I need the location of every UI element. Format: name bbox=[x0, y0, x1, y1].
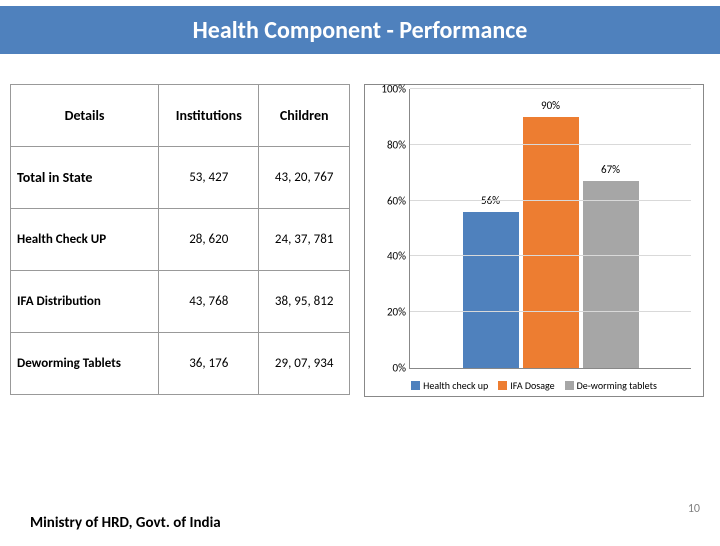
row-children: 29, 07, 934 bbox=[259, 333, 350, 395]
bar-fill bbox=[463, 212, 519, 368]
data-table: Details Institutions Children Total in S… bbox=[10, 84, 350, 395]
table-row: Deworming Tablets36, 17629, 07, 934 bbox=[11, 333, 350, 395]
bar: 67% bbox=[583, 181, 639, 368]
bar-label: 67% bbox=[601, 163, 620, 176]
bar-fill bbox=[583, 181, 639, 368]
ytick: 60% bbox=[372, 194, 406, 207]
gridline bbox=[410, 200, 691, 201]
ytick: 100% bbox=[372, 83, 406, 96]
row-label: IFA Distribution bbox=[11, 271, 159, 333]
col-institutions: Institutions bbox=[159, 85, 259, 147]
row-label: Total in State bbox=[11, 147, 159, 209]
gridline bbox=[410, 311, 691, 312]
col-details: Details bbox=[11, 85, 159, 147]
table-row: Health Check UP28, 62024, 37, 781 bbox=[11, 209, 350, 271]
footer-text: Ministry of HRD, Govt. of India bbox=[30, 514, 221, 532]
table-area: Details Institutions Children Total in S… bbox=[10, 84, 350, 397]
row-children: 43, 20, 767 bbox=[259, 147, 350, 209]
bar-fill bbox=[523, 117, 579, 368]
bar-label: 90% bbox=[541, 99, 560, 112]
ytick: 0% bbox=[372, 362, 406, 375]
row-institutions: 28, 620 bbox=[159, 209, 259, 271]
bar: 56% bbox=[463, 212, 519, 368]
legend-item: IFA Dosage bbox=[498, 379, 554, 392]
page-number: 10 bbox=[688, 502, 700, 516]
table-row: IFA Distribution43, 76838, 95, 812 bbox=[11, 271, 350, 333]
col-children: Children bbox=[259, 85, 350, 147]
row-institutions: 53, 427 bbox=[159, 147, 259, 209]
row-children: 38, 95, 812 bbox=[259, 271, 350, 333]
title-bar: Health Component - Performance bbox=[0, 6, 720, 54]
content: Details Institutions Children Total in S… bbox=[0, 84, 720, 397]
chart-area: 56%90%67% 0%20%40%60%80%100% Health chec… bbox=[364, 84, 704, 397]
gridline bbox=[410, 255, 691, 256]
ytick: 40% bbox=[372, 250, 406, 263]
row-children: 24, 37, 781 bbox=[259, 209, 350, 271]
legend-item: De-worming tablets bbox=[565, 379, 657, 392]
row-label: Health Check UP bbox=[11, 209, 159, 271]
row-institutions: 43, 768 bbox=[159, 271, 259, 333]
legend-swatch bbox=[411, 381, 420, 390]
row-institutions: 36, 176 bbox=[159, 333, 259, 395]
ytick: 80% bbox=[372, 138, 406, 151]
legend-label: Health check up bbox=[423, 379, 488, 392]
legend-label: IFA Dosage bbox=[510, 379, 554, 392]
chart-legend: Health check up IFA Dosage De-worming tabl… bbox=[371, 379, 697, 392]
ytick: 20% bbox=[372, 306, 406, 319]
chart-bars: 56%90%67% bbox=[410, 89, 691, 368]
legend-item: Health check up bbox=[411, 379, 488, 392]
legend-label: De-worming tablets bbox=[577, 379, 657, 392]
chart-plot: 56%90%67% 0%20%40%60%80%100% bbox=[409, 89, 691, 369]
legend-swatch bbox=[498, 381, 507, 390]
gridline bbox=[410, 88, 691, 89]
table-row: Total in State53, 42743, 20, 767 bbox=[11, 147, 350, 209]
row-label: Deworming Tablets bbox=[11, 333, 159, 395]
gridline bbox=[410, 144, 691, 145]
legend-swatch bbox=[565, 381, 574, 390]
bar: 90% bbox=[523, 117, 579, 368]
page-title: Health Component - Performance bbox=[193, 16, 528, 45]
